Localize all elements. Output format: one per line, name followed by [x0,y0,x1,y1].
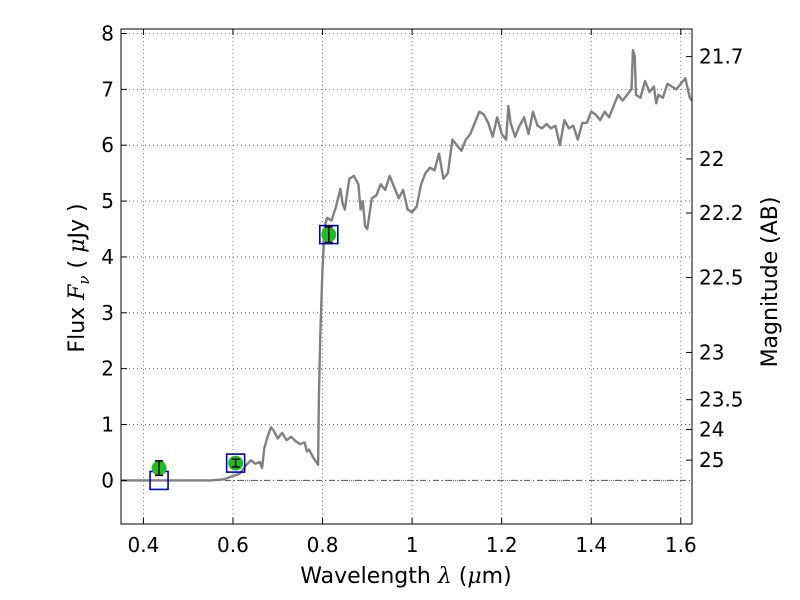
y2-tick-label: 22.5 [699,266,744,290]
y2-tick-label: 22 [699,147,724,171]
x-tick-label: 1.4 [575,533,607,557]
y2-tick-label: 23 [699,340,724,364]
y-tick-label: 0 [101,468,114,492]
x-tick-label: 0.4 [127,533,159,557]
model-photometry-boxes [149,224,339,491]
y-tick-label: 1 [101,413,114,437]
y-tick-label: 2 [101,357,114,381]
plot-frame [120,28,693,525]
y2-axis-label: Magnitude (AB) [758,197,783,368]
y-tick-label: 8 [101,21,114,45]
y-tick-label: 3 [101,301,114,325]
model-photometry-box [225,453,246,473]
y-tick-label: 7 [101,77,114,101]
x-tick-label: 1 [406,533,419,557]
x-tick-label: 0.6 [217,533,249,557]
observed-photometry-points [151,226,337,477]
x-axis-label: Wavelength λ (μm) [300,564,511,589]
x-tick-label: 1.2 [486,533,518,557]
axis-ticks: 0.4 0.6 0.8 1 1.2 1.4 1.601234567821.72222.222… [101,21,743,557]
y-tick-label: 6 [101,133,114,157]
y-tick-label: 4 [101,245,114,269]
y2-tick-label: 24 [699,417,724,441]
y2-tick-label: 22.2 [699,201,744,225]
y2-tick-label: 21.7 [699,45,744,69]
y-axis-label: Flux Fν ( μJy ) [65,203,93,352]
model-photometry-box [318,224,339,245]
y2-tick-label: 23.5 [699,388,744,412]
y-tick-label: 5 [101,189,114,213]
x-tick-label: 0.8 [307,533,339,557]
model-spectrum-line [121,49,693,482]
x-tick-label: 1.6 [665,533,697,557]
grid-lines [121,29,692,524]
y2-tick-label: 25 [699,448,724,472]
